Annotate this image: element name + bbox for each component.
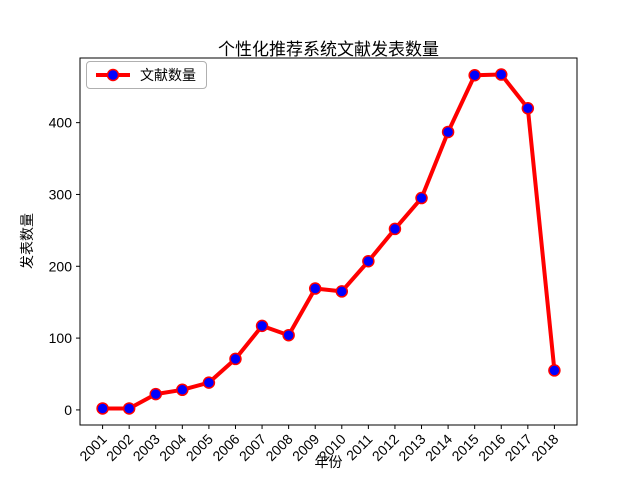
legend-label: 文献数量 — [140, 67, 196, 83]
data-point — [495, 68, 508, 81]
data-point — [308, 282, 322, 295]
data-point — [229, 352, 242, 366]
plot-border — [79, 57, 578, 426]
data-point — [282, 328, 295, 342]
data-point — [202, 376, 216, 389]
y-tick-label: 200 — [49, 258, 73, 274]
legend-line-marker-icon — [96, 68, 130, 82]
data-point — [441, 125, 455, 139]
y-axis-label: 发表数量 — [19, 213, 35, 269]
y-tick-label: 300 — [49, 186, 73, 202]
data-point — [415, 191, 428, 205]
data-line — [100, 72, 557, 411]
y-tick-label: 100 — [49, 330, 73, 346]
y-tick-label: 0 — [64, 402, 72, 418]
data-point — [521, 102, 535, 115]
y-tick-label: 400 — [49, 115, 73, 131]
data-point — [149, 387, 162, 401]
data-point — [362, 255, 375, 268]
data-point — [176, 383, 189, 397]
data-point — [388, 222, 402, 236]
chart-title: 个性化推荐系统文献发表数量 — [218, 40, 439, 59]
data-point — [468, 68, 481, 82]
data-point — [122, 402, 136, 415]
data-point — [548, 364, 561, 377]
data-point — [96, 402, 109, 415]
data-point — [335, 285, 349, 298]
data-point — [255, 319, 269, 333]
legend: 文献数量 — [86, 61, 207, 89]
x-axis-label: 年份 — [314, 454, 343, 470]
